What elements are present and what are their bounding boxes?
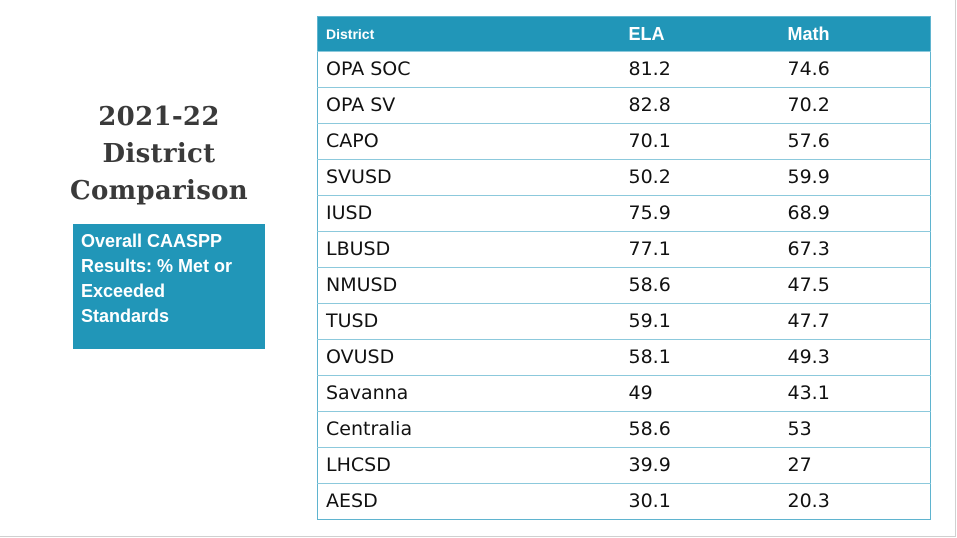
ela-cell: 59.1 xyxy=(620,303,780,340)
title-line-2: District xyxy=(102,139,216,169)
table-body: OPA SOC 81.2 74.6 OPA SV 82.8 70.2 CAPO 70.1 57.… xyxy=(317,51,931,520)
header-district: District xyxy=(317,16,621,52)
table-row: CAPO 70.1 57.6 xyxy=(317,123,931,160)
table-row: OPA SOC 81.2 74.6 xyxy=(317,51,931,88)
table-header-row: District ELA Math xyxy=(317,16,931,52)
ela-cell: 30.1 xyxy=(620,483,780,520)
math-cell: 57.6 xyxy=(779,123,931,160)
ela-cell: 39.9 xyxy=(620,447,780,484)
slide-title: 2021-22 District Comparison xyxy=(60,99,258,210)
math-cell: 70.2 xyxy=(779,87,931,124)
math-cell: 59.9 xyxy=(779,159,931,196)
header-math: Math xyxy=(779,16,931,52)
district-cell: CAPO xyxy=(317,123,621,160)
district-cell: OPA SV xyxy=(317,87,621,124)
math-cell: 67.3 xyxy=(779,231,931,268)
ela-cell: 58.6 xyxy=(620,411,780,448)
callout-text: Overall CAASPP Results: % Met or Exceede… xyxy=(81,231,233,326)
table-row: IUSD 75.9 68.9 xyxy=(317,195,931,232)
math-cell: 47.5 xyxy=(779,267,931,304)
table-row: OVUSD 58.1 49.3 xyxy=(317,339,931,376)
table-row: SVUSD 50.2 59.9 xyxy=(317,159,931,196)
ela-cell: 77.1 xyxy=(620,231,780,268)
ela-cell: 58.1 xyxy=(620,339,780,376)
results-callout-box: Overall CAASPP Results: % Met or Exceede… xyxy=(73,224,265,349)
ela-cell: 70.1 xyxy=(620,123,780,160)
ela-cell: 58.6 xyxy=(620,267,780,304)
math-cell: 47.7 xyxy=(779,303,931,340)
district-cell: Savanna xyxy=(317,375,621,412)
district-cell: OPA SOC xyxy=(317,51,621,88)
table-row: AESD 30.1 20.3 xyxy=(317,483,931,520)
table-row: TUSD 59.1 47.7 xyxy=(317,303,931,340)
math-cell: 20.3 xyxy=(779,483,931,520)
math-cell: 49.3 xyxy=(779,339,931,376)
comparison-table: District ELA Math OPA SOC 81.2 74.6 OPA SV 8… xyxy=(317,16,931,520)
ela-cell: 81.2 xyxy=(620,51,780,88)
title-line-3: Comparison xyxy=(69,176,249,206)
district-cell: IUSD xyxy=(317,195,621,232)
header-ela: ELA xyxy=(620,16,780,52)
district-cell: Centralia xyxy=(317,411,621,448)
math-cell: 74.6 xyxy=(779,51,931,88)
math-cell: 27 xyxy=(779,447,931,484)
table-row: Savanna 49 43.1 xyxy=(317,375,931,412)
table-row: LHCSD 39.9 27 xyxy=(317,447,931,484)
table-row: LBUSD 77.1 67.3 xyxy=(317,231,931,268)
district-cell: OVUSD xyxy=(317,339,621,376)
ela-cell: 50.2 xyxy=(620,159,780,196)
title-line-1: 2021-22 xyxy=(98,102,220,132)
district-cell: LHCSD xyxy=(317,447,621,484)
ela-cell: 75.9 xyxy=(620,195,780,232)
district-cell: SVUSD xyxy=(317,159,621,196)
district-cell: NMUSD xyxy=(317,267,621,304)
table-row: Centralia 58.6 53 xyxy=(317,411,931,448)
math-cell: 53 xyxy=(779,411,931,448)
table-row: NMUSD 58.6 47.5 xyxy=(317,267,931,304)
district-cell: AESD xyxy=(317,483,621,520)
table-row: OPA SV 82.8 70.2 xyxy=(317,87,931,124)
district-cell: LBUSD xyxy=(317,231,621,268)
math-cell: 68.9 xyxy=(779,195,931,232)
district-cell: TUSD xyxy=(317,303,621,340)
ela-cell: 82.8 xyxy=(620,87,780,124)
ela-cell: 49 xyxy=(620,375,780,412)
comparison-table-container: District ELA Math OPA SOC 81.2 74.6 OPA SV 8… xyxy=(317,16,931,520)
math-cell: 43.1 xyxy=(779,375,931,412)
